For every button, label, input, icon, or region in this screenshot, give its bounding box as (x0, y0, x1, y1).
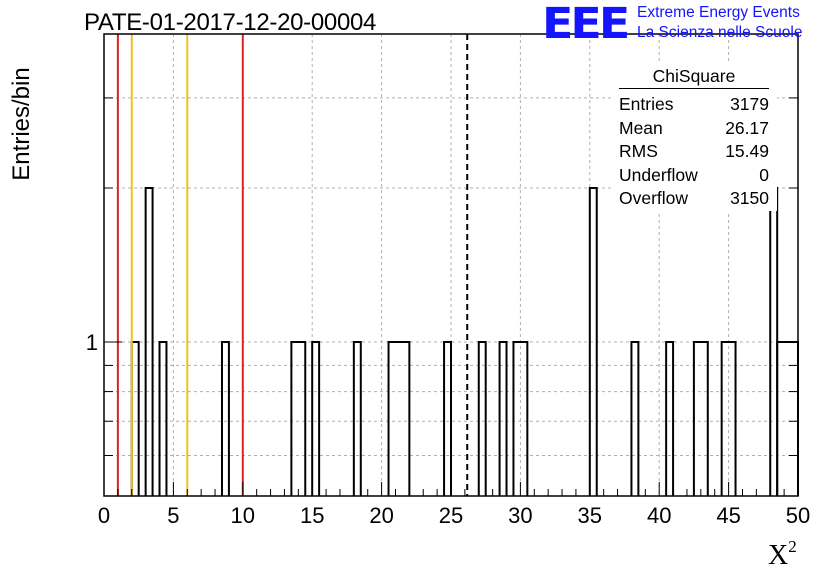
x-axis-label-base: X (768, 540, 789, 571)
marker-lines (116, 34, 469, 496)
x-tick-label: 20 (369, 503, 393, 528)
histogram-bin (630, 341, 640, 496)
histogram-bin (692, 341, 709, 496)
stats-label: Underflow (619, 164, 698, 185)
stats-title: ChiSquare (619, 64, 769, 89)
org-name-line1: Extreme Energy Events (637, 4, 800, 21)
stats-value: 26.17 (725, 117, 769, 138)
stats-label: Overflow (619, 188, 689, 208)
y-axis-label: Entries/bin (8, 67, 35, 181)
histogram-bin (443, 341, 452, 496)
stats-row-underflow: Underflow 0 (611, 164, 777, 188)
stats-value: 0 (759, 164, 769, 185)
x-tick-label: 5 (167, 503, 179, 528)
stats-row-entries: Entries 3179 (611, 93, 777, 117)
stats-row-mean: Mean 26.17 (611, 117, 777, 141)
histogram-bin (387, 341, 411, 496)
axis-ticks (103, 97, 799, 496)
histogram-bin (477, 341, 487, 496)
histogram-bin (720, 341, 737, 496)
histogram-bin (144, 187, 154, 496)
stats-row-overflow: Overflow 3150 (611, 187, 777, 211)
stats-row-rms: RMS 15.49 (611, 140, 777, 164)
histogram-bin (665, 341, 675, 496)
x-tick-label: 0 (98, 503, 110, 528)
stats-value: 15.49 (725, 141, 769, 161)
x-tick-label: 15 (300, 503, 324, 528)
histogram-bin (498, 341, 508, 496)
x-axis-label-exponent: 2 (788, 537, 797, 556)
stats-box: ChiSquare Entries 3179 Mean 26.17 RMS 15.49… (611, 64, 777, 211)
x-tick-label: 40 (647, 503, 671, 528)
histogram-bin (158, 341, 168, 496)
tick-labels: 0 5 10 15 20 25 30 35 40 45 50 1 (86, 330, 810, 528)
chart-title: PATE-01-2017-12-20-00004 (84, 9, 377, 36)
histogram-bin (512, 341, 529, 496)
histogram-bin (311, 341, 321, 496)
x-tick-label: 45 (716, 503, 740, 528)
x-tick-label: 10 (231, 503, 255, 528)
stats-label: Entries (619, 94, 674, 114)
stats-value: 3150 (730, 188, 769, 208)
x-tick-label: 50 (786, 503, 810, 528)
x-tick-label: 35 (578, 503, 602, 528)
stats-label: RMS (619, 141, 658, 161)
org-name-line2: La Scienza nelle Scuole (637, 24, 803, 41)
x-axis-label: X2 (768, 537, 797, 572)
x-tick-label: 30 (508, 503, 532, 528)
histogram-bin (290, 341, 307, 496)
histogram-bin (220, 341, 230, 496)
histogram-bin (588, 187, 598, 496)
x-tick-label: 25 (439, 503, 463, 528)
stats-value: 3179 (730, 94, 769, 114)
histogram-bin (352, 341, 362, 496)
stats-label: Mean (619, 117, 663, 138)
eee-logo: EEE (542, 0, 630, 49)
y-tick-label: 1 (86, 330, 98, 355)
